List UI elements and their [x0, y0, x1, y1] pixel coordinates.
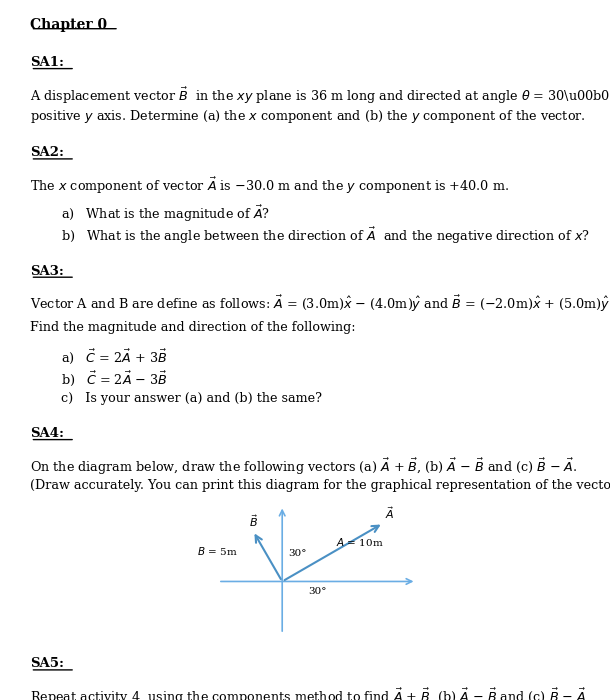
- Text: (Draw accurately. You can print this diagram for the graphical representation of: (Draw accurately. You can print this dia…: [30, 479, 610, 492]
- Text: $A$ = 10m: $A$ = 10m: [336, 536, 384, 548]
- Text: SA4:: SA4:: [30, 427, 65, 440]
- Text: $B$ = 5m: $B$ = 5m: [198, 545, 238, 557]
- Text: c)   Is your answer (a) and (b) the same?: c) Is your answer (a) and (b) the same?: [61, 392, 322, 405]
- Text: The $x$ component of vector $\vec{A}$ is $-$30.0 m and the $y$ component is +40.: The $x$ component of vector $\vec{A}$ is…: [30, 176, 509, 196]
- Text: a)   What is the magnitude of $\vec{A}$?: a) What is the magnitude of $\vec{A}$?: [61, 204, 270, 224]
- Text: Chapter 0: Chapter 0: [30, 18, 107, 32]
- Text: $\vec{B}$: $\vec{B}$: [249, 514, 258, 529]
- Text: b)   $\vec{C}$ = 2$\vec{A}$ $-$ 3$\vec{B}$: b) $\vec{C}$ = 2$\vec{A}$ $-$ 3$\vec{B}$: [61, 370, 168, 388]
- Text: 30°: 30°: [289, 550, 307, 558]
- Text: SA5:: SA5:: [30, 657, 65, 671]
- Text: Vector A and B are define as follows: $\vec{A}$ = (3.0m)$\hat{x}$ $-$ (4.0m)$\ha: Vector A and B are define as follows: $\…: [30, 294, 610, 314]
- Text: b)   What is the angle between the direction of $\vec{A}$  and the negative dire: b) What is the angle between the directi…: [61, 226, 590, 246]
- Text: SA3:: SA3:: [30, 265, 65, 278]
- Text: a)   $\vec{C}$ = 2$\vec{A}$ + 3$\vec{B}$: a) $\vec{C}$ = 2$\vec{A}$ + 3$\vec{B}$: [61, 347, 167, 365]
- Text: Find the magnitude and direction of the following:: Find the magnitude and direction of the …: [30, 321, 356, 334]
- Text: 30°: 30°: [308, 587, 326, 596]
- Text: positive $y$ axis. Determine (a) the $x$ component and (b) the $y$ component of : positive $y$ axis. Determine (a) the $x$…: [30, 108, 586, 125]
- Text: Repeat activity 4, using the components method to find $\vec{A}$ + $\vec{B}$, (b: Repeat activity 4, using the components …: [30, 687, 587, 700]
- Text: SA1:: SA1:: [30, 56, 65, 69]
- Text: On the diagram below, draw the following vectors (a) $\vec{A}$ + $\vec{B}$, (b) : On the diagram below, draw the following…: [30, 456, 578, 477]
- Text: A displacement vector $\vec{B}$  in the $xy$ plane is 36 m long and directed at : A displacement vector $\vec{B}$ in the $…: [30, 85, 610, 106]
- Text: SA2:: SA2:: [30, 146, 65, 160]
- Text: $\vec{A}$: $\vec{A}$: [385, 505, 395, 522]
